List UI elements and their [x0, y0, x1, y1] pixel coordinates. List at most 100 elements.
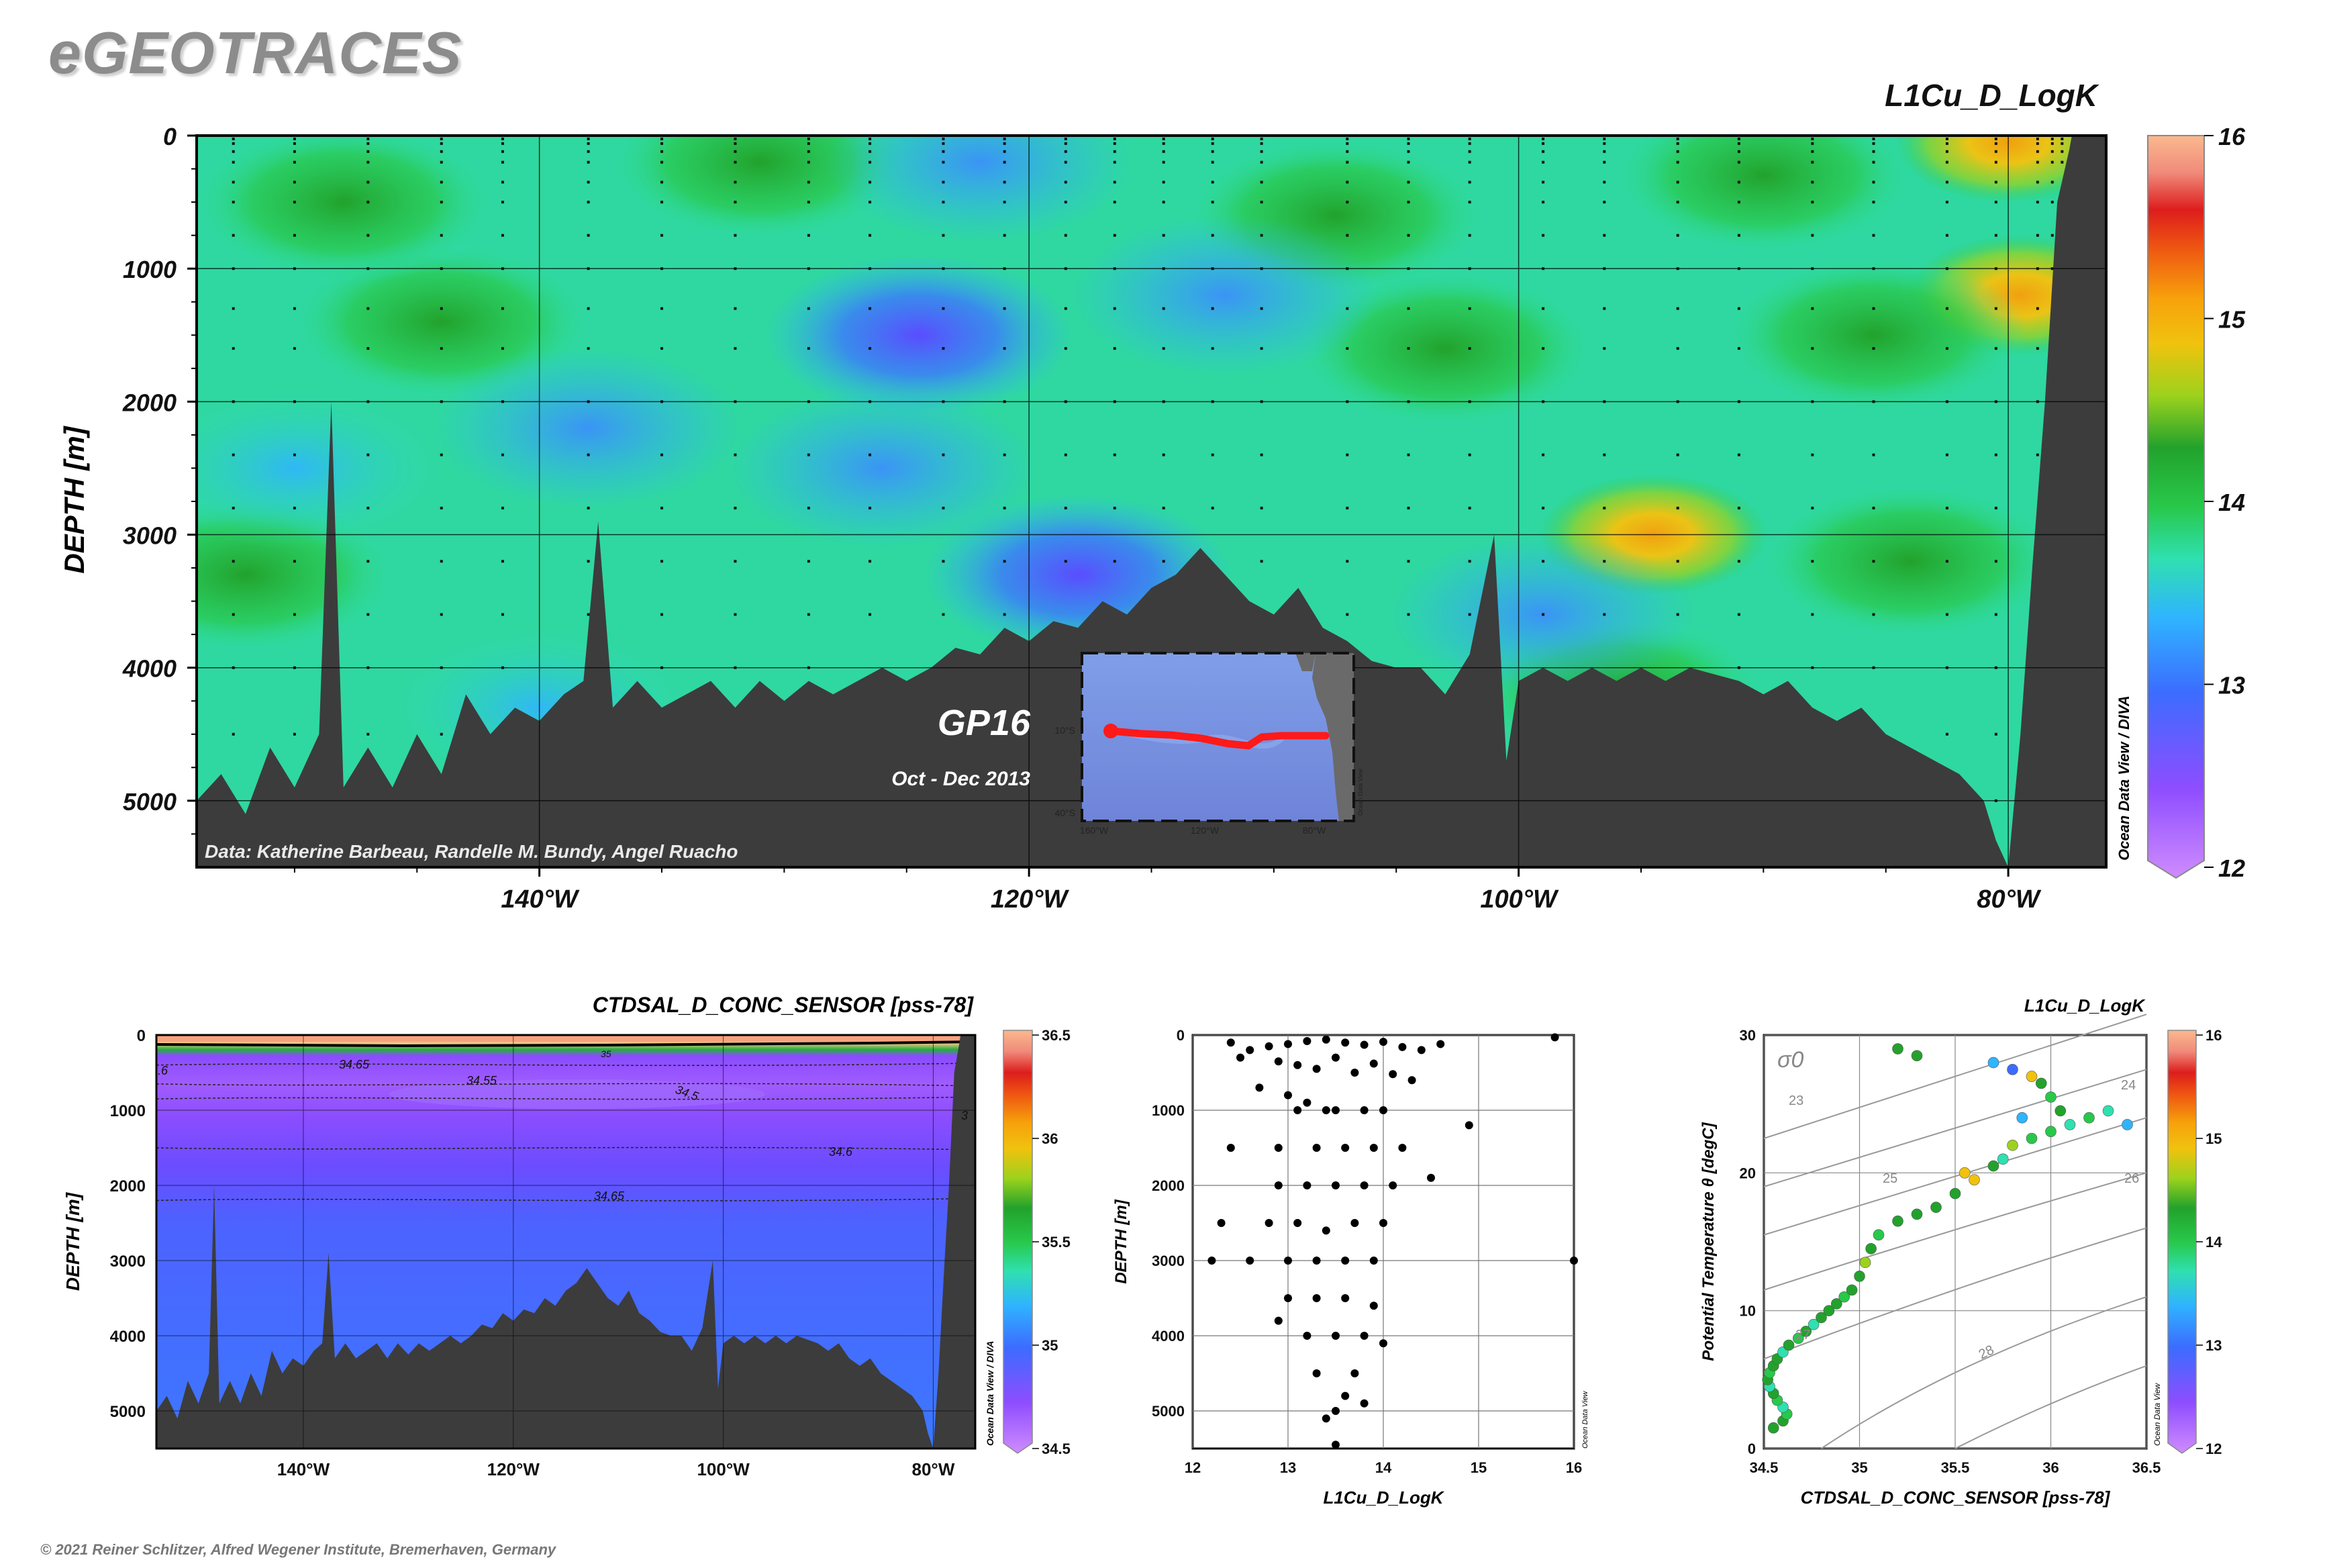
sample-dot	[807, 137, 810, 140]
main-x-ticks: 140°W 120°W 100°W 80°W	[293, 867, 2042, 914]
sample-dot	[1407, 142, 1410, 145]
sample-dot	[1468, 160, 1471, 164]
profile-x-tick-label: 15	[1471, 1459, 1487, 1476]
salinity-colorbar-gradient	[1003, 1030, 1033, 1454]
salinity-x-tick-label: 100°W	[697, 1459, 750, 1479]
sample-dot	[1113, 234, 1116, 237]
ts-point	[1838, 1291, 1850, 1303]
sample-dot	[1211, 150, 1214, 153]
sample-dot	[734, 613, 737, 616]
sample-dot	[1211, 137, 1214, 140]
sample-dot	[501, 150, 504, 153]
sample-dot	[2036, 347, 2039, 350]
sample-dot	[1346, 160, 1349, 164]
sample-dot	[587, 160, 590, 164]
field-feature	[1070, 214, 1379, 376]
sample-dot	[869, 560, 872, 563]
sample-dot	[1162, 453, 1165, 456]
profile-point	[1303, 1098, 1311, 1107]
sample-dot	[1603, 506, 1606, 509]
data-credit: Data: Katherine Barbeau, Randelle M. Bun…	[205, 841, 738, 862]
sample-dot	[1945, 732, 1948, 736]
sample-dot	[869, 181, 872, 184]
sample-dot	[1064, 234, 1067, 237]
profile-point	[1350, 1219, 1359, 1227]
ts-y-tick-label: 0	[1748, 1440, 1756, 1457]
sample-dot	[232, 732, 235, 736]
sample-dot	[1542, 347, 1545, 350]
sample-dot	[1113, 150, 1116, 153]
inset-map-land	[1312, 653, 1354, 821]
sample-dot	[1994, 613, 1997, 616]
sample-dot	[807, 307, 810, 310]
profile-point	[1303, 1181, 1311, 1189]
sample-dot	[1346, 506, 1349, 509]
sample-dot	[1945, 347, 1948, 350]
main-section-plot: L1Cu_D_LogK DEPTH [m] 0 1000 2000 3000 4000 5…	[58, 78, 2246, 914]
sample-dot	[1407, 506, 1410, 509]
ts-point	[2007, 1064, 2018, 1075]
sample-dot	[807, 160, 810, 164]
salinity-y-tick-label: 2000	[110, 1177, 146, 1195]
sample-dot	[1603, 560, 1606, 563]
salinity-section-plot: CTDSAL_D_CONC_SENSOR [pss-78] DEPTH [m] …	[62, 993, 1071, 1479]
profile-point	[1350, 1069, 1359, 1077]
sample-dot	[1468, 347, 1471, 350]
sample-dot	[1260, 160, 1263, 164]
sample-dot	[1003, 150, 1006, 153]
sample-dot	[1994, 150, 1997, 153]
sample-dot	[1872, 137, 1875, 140]
profile-point	[1369, 1059, 1378, 1068]
profile-point	[1303, 1332, 1311, 1340]
sample-dot	[1737, 181, 1740, 184]
sample-dot	[1162, 506, 1165, 509]
sample-dot	[942, 613, 945, 616]
sample-dot	[1113, 201, 1116, 204]
sample-dot	[1346, 347, 1349, 350]
profile-point	[1407, 1076, 1416, 1085]
sample-dot	[1945, 160, 1948, 164]
profile-point	[1246, 1046, 1254, 1055]
salinity-y-ticks: 0 1000 2000 3000 4000 5000	[110, 1027, 146, 1421]
inset-watermark: Ocean Data View	[1357, 769, 1364, 816]
field-feature	[197, 387, 449, 549]
sample-dot	[1346, 234, 1349, 237]
sample-dot	[2036, 234, 2039, 237]
profile-point	[1236, 1053, 1244, 1062]
sample-dot	[1603, 142, 1606, 145]
sample-dot	[869, 201, 872, 204]
salinity-colorbar-ticks: 36.5 36 35.5 35 34.5	[1032, 1027, 1071, 1457]
sample-dot	[1211, 347, 1214, 350]
isopycnal-line	[1763, 1117, 2147, 1236]
profile-point	[1417, 1046, 1426, 1055]
salinity-contour-line	[156, 1197, 975, 1202]
sample-dot	[1346, 560, 1349, 563]
ts-point	[1831, 1298, 1842, 1310]
sample-dot	[1346, 142, 1349, 145]
sample-dot	[1811, 453, 1814, 456]
sample-dot	[1872, 307, 1875, 310]
profile-point	[1379, 1038, 1387, 1046]
ts-y-tick-label: 20	[1740, 1165, 1756, 1181]
sample-dot	[1003, 181, 1006, 184]
ts-y-tick-label: 10	[1740, 1303, 1756, 1320]
sample-dot	[232, 453, 235, 456]
sample-dot	[1407, 307, 1410, 310]
sample-dot	[1113, 142, 1116, 145]
sample-dot	[1676, 307, 1679, 310]
sample-dot	[1542, 160, 1545, 164]
profile-point	[1332, 1106, 1340, 1114]
sample-dot	[293, 613, 296, 616]
profile-point	[1312, 1065, 1321, 1073]
isopycnal-label: 23	[1789, 1093, 1803, 1108]
sample-dot	[660, 453, 664, 456]
sample-dot	[1872, 181, 1875, 184]
profile-point	[1341, 1144, 1350, 1152]
ts-point	[1949, 1187, 1961, 1199]
sample-dot	[1260, 137, 1263, 140]
salinity-contour-line	[156, 1096, 975, 1100]
salinity-colorbar-tick-label: 35.5	[1042, 1234, 1071, 1251]
profile-x-axis-label: L1Cu_D_LogK	[1323, 1487, 1444, 1508]
sample-dot	[2050, 201, 2054, 204]
sample-dot	[1468, 613, 1471, 616]
